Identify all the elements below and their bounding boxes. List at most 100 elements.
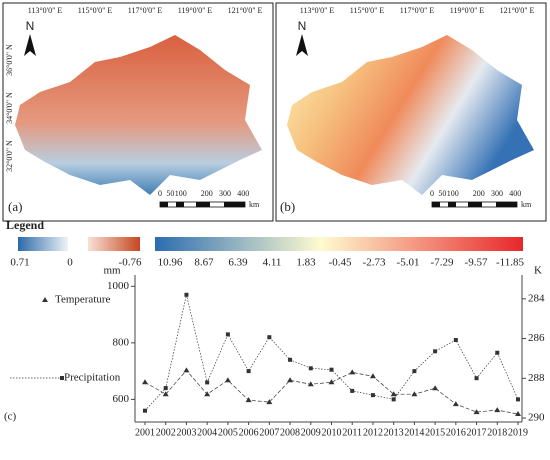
scale-label: 200 [473,189,485,198]
data-point [452,401,459,407]
data-point [391,397,396,402]
data-point [495,350,500,355]
lon-label: 121°0'0" E [500,6,535,15]
data-point [184,292,189,297]
x-tick-label: 2006 [239,427,259,438]
scale-label: 0 [430,189,434,198]
data-point [516,397,520,402]
data-point [267,335,272,340]
data-point [163,386,168,391]
data-point [204,391,211,397]
y-tick-label: 600 [113,393,130,405]
data-point [162,391,169,397]
scale-label: 300 [491,189,503,198]
legend-label: 0.71 [10,257,29,269]
data-point [205,380,210,385]
data-point [453,338,458,343]
scale-label: 100 [447,189,459,198]
data-point [287,377,294,383]
data-point [515,411,521,417]
scale-label: 400 [237,189,249,198]
lon-label: 115°0'0" E [78,6,113,15]
data-point [183,367,190,373]
y2-tick-label: 284 [528,292,545,304]
north-label: N [298,19,307,33]
scale-bar-segment [176,202,184,207]
map-region [15,35,262,195]
scale-label: 100 [175,189,187,198]
scale-label: 200 [201,189,213,198]
y2-tick-label: 286 [528,332,545,344]
legend-label: 8.67 [194,257,214,269]
legend-title: Legend [6,218,44,232]
lon-label: 119°0'0" E [178,6,213,15]
scale-bar-segment [496,202,517,207]
y-axis-label: mm [103,265,121,277]
data-point [288,357,293,362]
data-point [350,388,355,393]
data-point [328,379,335,385]
lon-label: 113°0'0" E [28,6,63,15]
scale-unit: km [521,200,532,209]
panel-label: (c) [4,411,17,423]
scale-bar-segment [224,202,245,207]
x-tick-label: 2012 [363,427,383,438]
scale-label: 50 [166,189,174,198]
legend-label: Precipitation [64,372,121,384]
x-tick-label: 2013 [384,427,404,438]
legend-label: -9.57 [465,257,488,269]
data-point [369,373,376,379]
legend-label: Temperature [55,294,111,306]
x-tick-label: 2007 [259,427,279,438]
x-tick-label: 2003 [176,427,196,438]
data-point [143,408,147,413]
y2-tick-label: 290 [528,412,545,424]
x-tick-label: 2004 [197,427,217,438]
data-point [473,409,480,415]
legend-label: -5.01 [397,257,420,269]
legend-label: 0 [67,257,73,269]
data-point [349,369,356,375]
scale-label: 0 [158,189,162,198]
scale-bar-segment [468,202,482,207]
scale-label: 300 [219,189,231,198]
scale-bar-segment [196,202,210,207]
x-tick-label: 2005 [218,427,238,438]
lat-label: 32°0'0" N [5,140,14,172]
lon-label: 117°0'0" E [400,6,435,15]
scale-unit: km [249,200,260,209]
data-point [433,349,438,354]
legend-label: -0.45 [329,257,352,269]
map-frame [2,2,274,222]
data-point [411,391,418,397]
scale-bar-segment [160,202,168,207]
x-tick-label: 2018 [487,427,507,438]
y-tick-label: 1000 [107,280,130,292]
map-region [287,35,534,195]
data-point [329,367,334,372]
data-point [494,407,501,413]
data-point [370,393,375,398]
north-arrow [24,34,36,56]
scale-label: 50 [438,189,446,198]
x-tick-label: 2014 [404,427,424,438]
data-point [246,369,251,374]
legend-label: 4.11 [263,257,282,269]
series-line [144,369,519,415]
scale-bar-segment [432,202,440,207]
x-tick-label: 2009 [301,427,321,438]
x-tick-label: 2016 [446,427,466,438]
legend-label: 1.83 [296,257,316,269]
legend-label: -7.29 [431,257,454,269]
lon-label: 117°0'0" E [128,6,163,15]
lat-label: 36°0'0" N [5,44,14,76]
panel-label: (b) [280,199,295,214]
colorbar [18,237,68,251]
data-point [266,399,273,405]
x-tick-label: 2015 [425,427,445,438]
lon-label: 113°0'0" E [300,6,335,15]
data-point [225,332,230,337]
x-tick-label: 2001 [135,427,155,438]
legend-label: -0.76 [119,257,142,269]
